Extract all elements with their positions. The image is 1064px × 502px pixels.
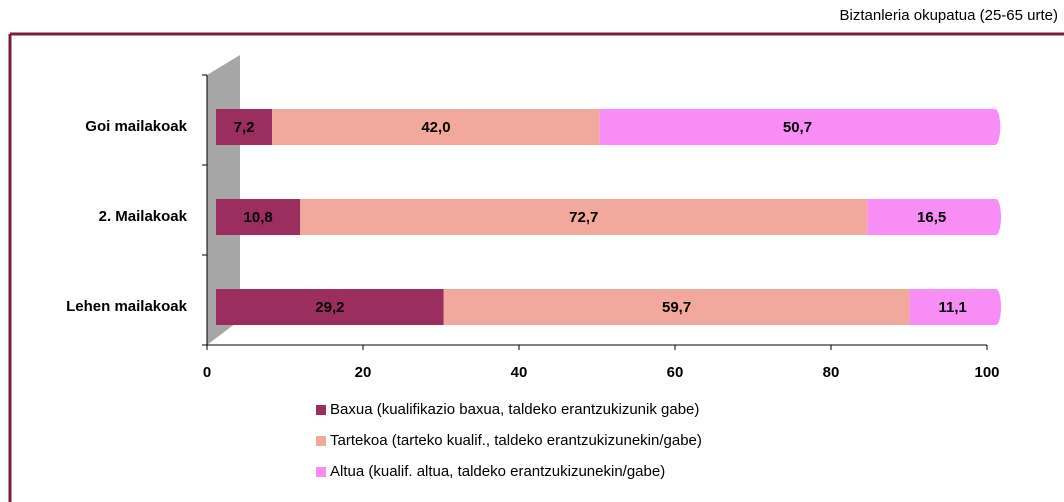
bar-segment (300, 199, 868, 235)
value-label: 16,5 (917, 209, 946, 226)
bar-cap (991, 289, 1001, 325)
value-label: 11,1 (939, 299, 967, 316)
bar-segment (216, 109, 273, 145)
legend-swatch (316, 436, 326, 446)
legend-swatch (316, 467, 326, 477)
bar-segment (443, 289, 910, 325)
y-tick-label: 2. Mailakoak (99, 208, 188, 225)
value-label: 59,7 (662, 299, 691, 316)
legend-swatch (316, 405, 326, 415)
value-label: 42,0 (421, 119, 450, 136)
value-label: 7,2 (234, 119, 255, 136)
bar-segment (867, 199, 996, 235)
bar-segment (909, 289, 996, 325)
bar-segment (272, 109, 600, 145)
subtitle: Biztanleria okupatua (25-65 urte) (840, 7, 1058, 24)
x-tick-label: 0 (203, 364, 211, 381)
value-label: 10,8 (244, 209, 273, 226)
legend-label: Tartekoa (tarteko kualif., taldeko erant… (330, 432, 702, 449)
legend-label: Altua (kualif. altua, taldeko erantzukiz… (330, 463, 665, 480)
x-tick-label: 100 (974, 364, 999, 381)
x-tick-label: 80 (823, 364, 840, 381)
value-label: 50,7 (783, 119, 812, 136)
bar-cap (990, 109, 1001, 145)
bar-segment (599, 109, 996, 145)
x-tick-label: 20 (355, 364, 372, 381)
x-tick-label: 40 (511, 364, 528, 381)
y-tick-label: Goi mailakoak (85, 118, 187, 135)
bar-cap (991, 199, 1001, 235)
legend-label: Baxua (kualifikazio baxua, taldeko erant… (330, 401, 699, 418)
value-label: 72,7 (569, 209, 598, 226)
x-tick-label: 60 (667, 364, 684, 381)
bar-segment (216, 199, 301, 235)
y-tick-label: Lehen mailakoak (66, 298, 188, 315)
bar-segment (216, 289, 444, 325)
value-label: 29,2 (315, 299, 344, 316)
